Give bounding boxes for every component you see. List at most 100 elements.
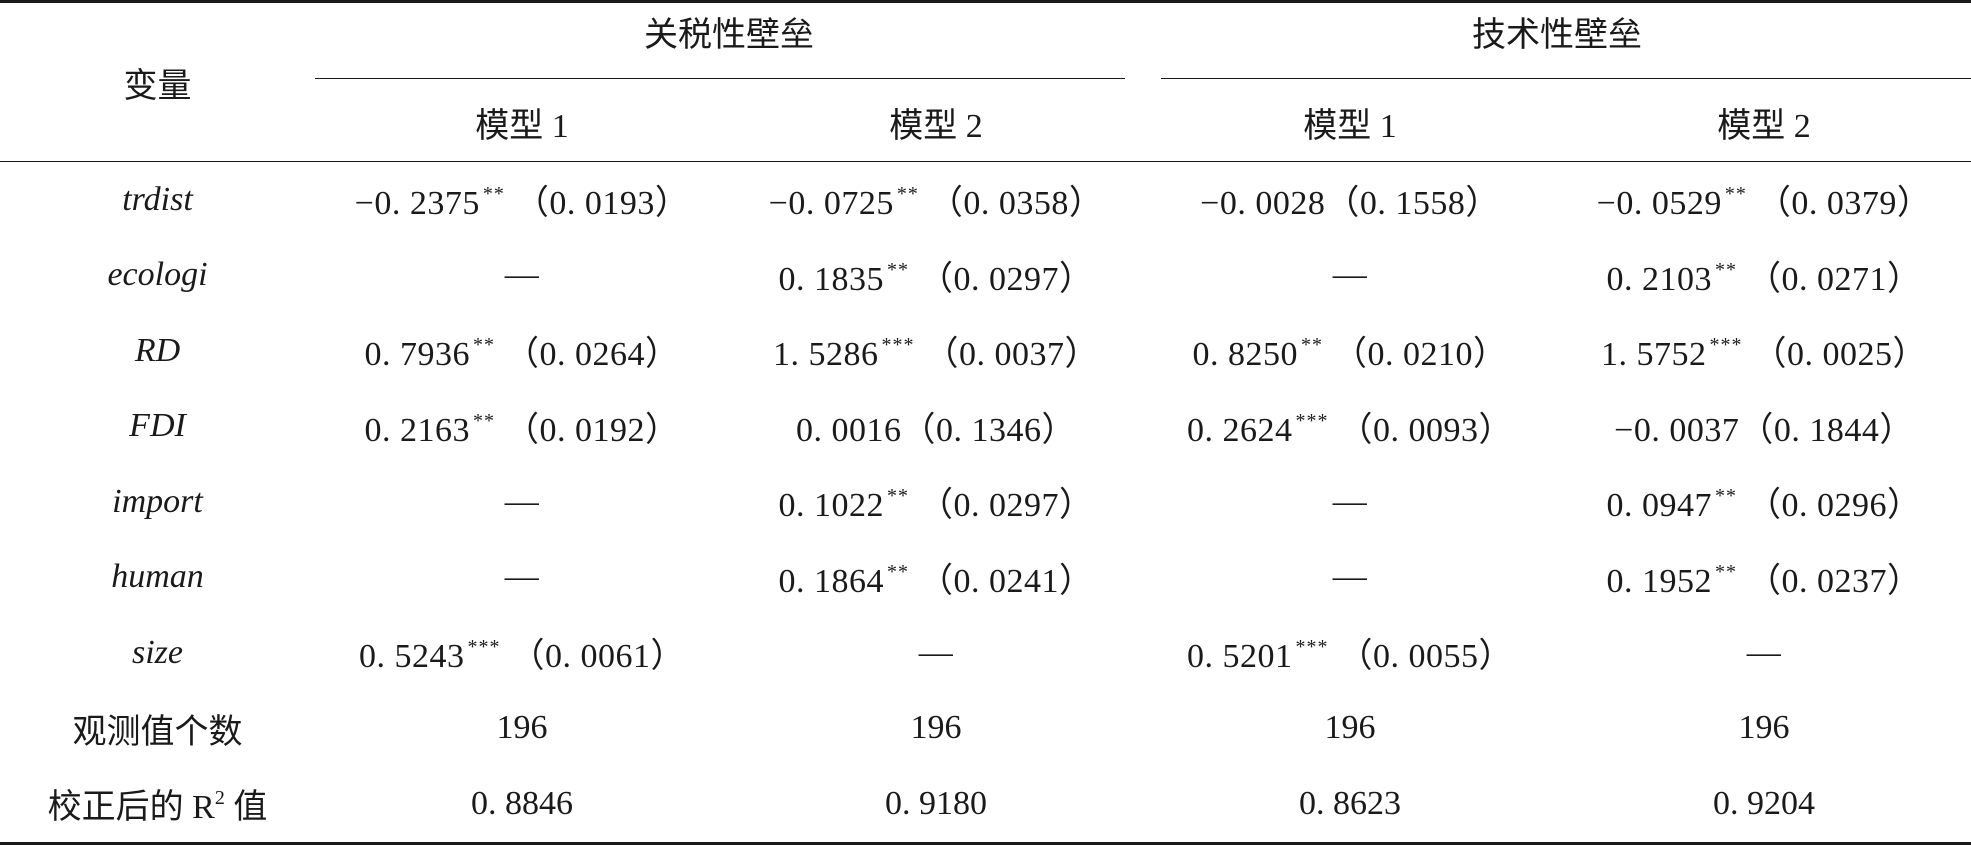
coefficient: 1. 5752 [1601, 336, 1707, 374]
significance-stars: *** [1709, 334, 1743, 357]
standard-error: （0. 0264） [505, 336, 680, 374]
coefficient: 0. 1952 [1606, 562, 1712, 600]
adjusted-r2-value: 0. 8623 [1299, 784, 1401, 822]
significance-stars: ** [473, 409, 495, 432]
significance-stars: ** [1715, 485, 1737, 508]
significance-stars: ** [1724, 183, 1747, 206]
adjusted-r2-value: 0. 9180 [885, 784, 987, 822]
observations-label: 观测值个数 [72, 713, 243, 751]
table-row: size 0. 5243 *** （0. 0061） —0. 5201 *** （0. 00… [0, 615, 1971, 691]
observations-value: 196 [1738, 709, 1790, 747]
standard-error: （0. 0237） [1747, 562, 1922, 600]
model-header: 模型 2 [1717, 107, 1811, 145]
coefficient: 0. 8250 [1192, 336, 1298, 374]
group-underline [1161, 78, 1971, 79]
variable-column-header: 变量 [123, 67, 192, 105]
adjusted-r2-value: 0. 9204 [1713, 784, 1815, 822]
coefficient: −0. 2375 [354, 185, 480, 223]
table-row: RD 0. 7936 ** （0. 0264） 1. 5286 *** （0. 0037） 0… [0, 313, 1971, 389]
coefficient: 0. 2624 [1187, 411, 1293, 449]
table-body: trdist −0. 2375 ** （0. 0193） −0. 0725 ** （0. 0… [0, 162, 1971, 843]
significance-stars: ** [1715, 258, 1737, 281]
estimate-cell: 0. 1864 ** （0. 0241） [729, 540, 1143, 616]
estimate-cell: 0. 1952 ** （0. 0237） [1557, 540, 1971, 616]
estimate-cell: 0. 2624 *** （0. 0093） [1143, 389, 1557, 465]
variable-name: import [112, 482, 203, 520]
table-row: human —0. 1864 ** （0. 0241） —0. 1952 ** （0. 02… [0, 540, 1971, 616]
estimate-cell: −0. 0028（0. 1558） [1143, 162, 1557, 238]
not-included-dash: — [1332, 558, 1368, 596]
variable-name: human [111, 558, 204, 596]
coefficient: 0. 0947 [1606, 487, 1712, 525]
significance-stars: ** [473, 334, 495, 357]
group-header-technical: 技术性壁垒 [1143, 2, 1971, 84]
estimate-cell: — [1143, 464, 1557, 540]
standard-error: （0. 0297） [919, 487, 1094, 525]
group-header-tariff: 关税性壁垒 [315, 2, 1143, 84]
standard-error: （0. 0037） [924, 336, 1099, 374]
estimate-cell: −0. 2375 ** （0. 0193） [315, 162, 729, 238]
significance-stars: ** [482, 183, 505, 206]
header-row-groups: 变量 关税性壁垒 技术性壁垒 [0, 1, 1971, 105]
r2-label-suffix: 值 [224, 789, 268, 827]
estimate-cell: 0. 1022 ** （0. 0297） [729, 464, 1143, 540]
coefficient: −0. 0028 [1200, 185, 1326, 223]
estimate-cell: 1. 5752 *** （0. 0025） [1557, 313, 1971, 389]
coefficient: −0. 0529 [1596, 185, 1722, 223]
not-included-dash: — [1332, 482, 1368, 520]
adjusted-r2-value: 0. 8846 [471, 784, 573, 822]
group-label: 关税性壁垒 [644, 17, 814, 54]
table-row: import — 0. 1022 ** （0. 0297） — 0. 0947 ** （0. 0… [0, 464, 1971, 540]
estimate-cell: — [729, 615, 1143, 691]
variable-name: size [132, 633, 183, 671]
estimate-cell: 0. 0947 ** （0. 0296） [1557, 464, 1971, 540]
estimate-cell: 0. 0016（0. 1346） [729, 389, 1143, 465]
standard-error: （0. 0296） [1747, 487, 1922, 525]
standard-error: （0. 0192） [505, 411, 680, 449]
standard-error: （0. 0025） [1752, 336, 1927, 374]
standard-error: （0. 0297） [919, 260, 1094, 298]
estimate-cell: −0. 0037（0. 1844） [1557, 389, 1971, 465]
model-header: 模型 2 [889, 107, 983, 145]
model-header: 模型 1 [475, 107, 569, 145]
estimate-cell: 1. 5286 *** （0. 0037） [729, 313, 1143, 389]
coefficient: −0. 0725 [768, 185, 894, 223]
coefficient: 1. 5286 [773, 336, 879, 374]
standard-error: （0. 0055） [1338, 638, 1513, 676]
significance-stars: ** [887, 560, 909, 583]
standard-error: （0. 1558） [1325, 185, 1500, 223]
estimate-cell: 0. 1835 ** （0. 0297） [729, 238, 1143, 314]
estimate-cell: — [315, 540, 729, 616]
estimate-cell: 0. 2103 ** （0. 0271） [1557, 238, 1971, 314]
variable-name: RD [134, 331, 181, 369]
standard-error: （0. 0093） [1338, 411, 1513, 449]
estimate-cell: 0. 7936 ** （0. 0264） [315, 313, 729, 389]
not-included-dash: — [1332, 256, 1368, 294]
variable-name: trdist [122, 180, 193, 218]
not-included-dash: — [504, 482, 540, 520]
coefficient: −0. 0037 [1614, 411, 1740, 449]
estimate-cell: −0. 0529 ** （0. 0379） [1557, 162, 1971, 238]
coefficient: 0. 0016 [796, 411, 902, 449]
estimate-cell: — [1143, 238, 1557, 314]
observations-value: 196 [910, 709, 962, 747]
model-header: 模型 1 [1303, 107, 1397, 145]
not-included-dash: — [504, 256, 540, 294]
estimate-cell: 0. 5201 *** （0. 0055） [1143, 615, 1557, 691]
observations-row: 观测值个数 196 196 196 196 [0, 691, 1971, 767]
coefficient: 0. 1864 [778, 562, 884, 600]
coefficient: 0. 1835 [778, 260, 884, 298]
estimate-cell: — [315, 464, 729, 540]
estimate-cell: 0. 2163 ** （0. 0192） [315, 389, 729, 465]
significance-stars: *** [881, 334, 915, 357]
table-row: trdist −0. 2375 ** （0. 0193） −0. 0725 ** （0. 0… [0, 162, 1971, 238]
estimate-cell: 0. 8250 ** （0. 0210） [1143, 313, 1557, 389]
significance-stars: ** [896, 183, 919, 206]
estimate-cell: — [1143, 540, 1557, 616]
group-label: 技术性壁垒 [1472, 17, 1642, 54]
significance-stars: ** [1715, 560, 1737, 583]
standard-error: （0. 1844） [1739, 411, 1914, 449]
coefficient: 0. 2103 [1606, 260, 1712, 298]
